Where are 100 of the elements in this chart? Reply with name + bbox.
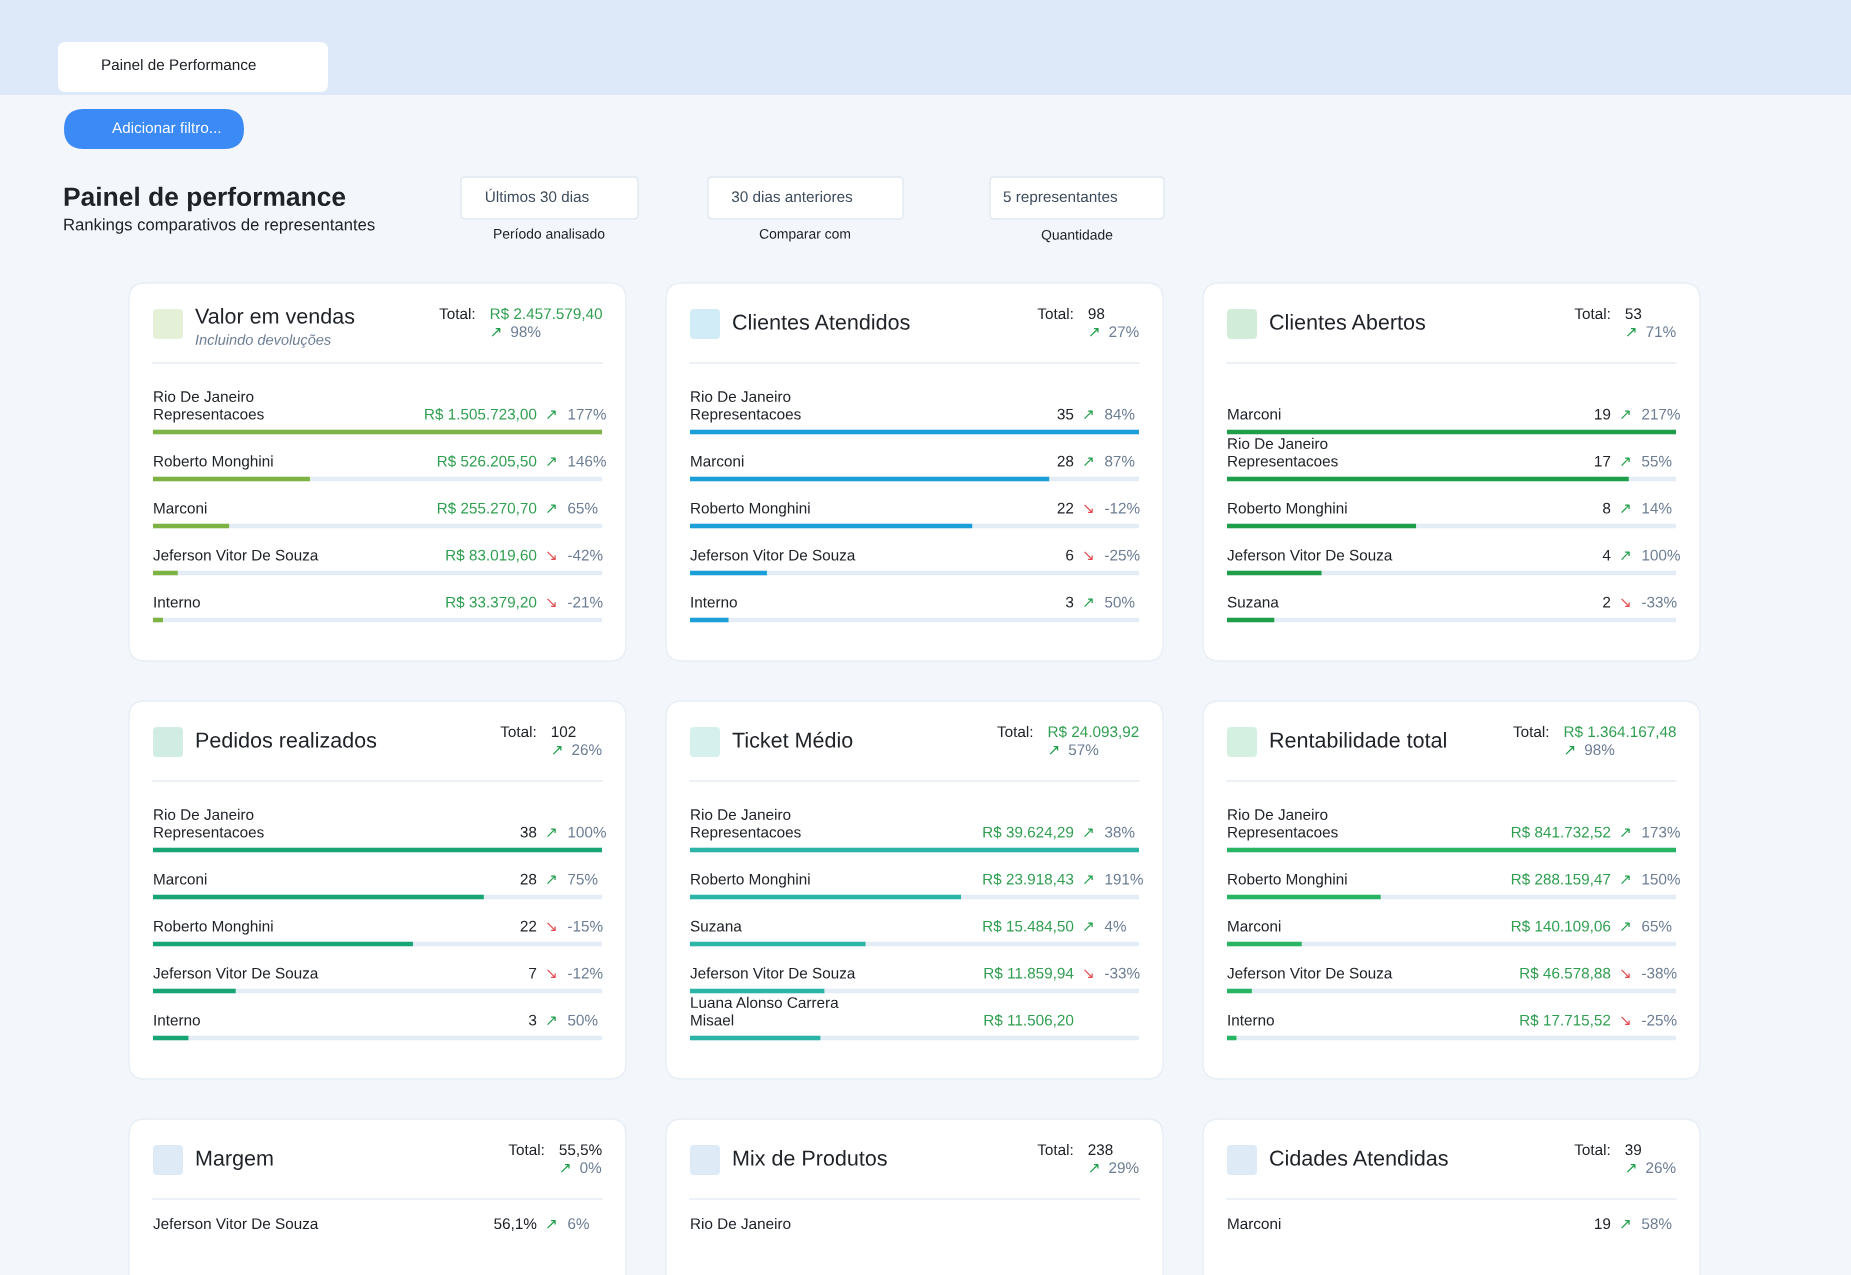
text: 30 dias anteriores: [731, 190, 853, 203]
text: Rankings comparativos de representantes: [64, 218, 375, 234]
text: 98: [1088, 308, 1105, 320]
y-tick-label: Rio De Janeiro Representacoes: [1228, 808, 1338, 841]
annotation: ↘ -38%: [1621, 967, 1677, 979]
data-label: 4: [1602, 549, 1611, 561]
data-label: R$ 255.270,70: [437, 502, 537, 516]
y-tick-label: Roberto Monghini: [154, 920, 273, 935]
y-tick-label: Roberto Monghini: [1228, 502, 1347, 517]
text: ↗ 98%: [491, 326, 541, 338]
annotation: ↗ 217%: [1621, 408, 1680, 420]
data-label: R$ 39.624,29: [983, 826, 1074, 840]
chart-title: Valor em vendas: [195, 307, 355, 324]
text: Painel de Performance: [102, 58, 256, 71]
y-tick-label: Marconi: [154, 502, 207, 514]
annotation: ↗ 150%: [1621, 873, 1680, 885]
text: ↗ 57%: [1049, 744, 1099, 756]
data-label: 35: [1057, 408, 1074, 420]
text: R$ 24.093,92: [1048, 725, 1139, 739]
text: 39: [1625, 1144, 1642, 1156]
data-label: R$ 33.379,20: [446, 596, 537, 610]
text: ↗ 0%: [561, 1162, 602, 1174]
text: ↗ 26%: [1626, 1162, 1676, 1174]
data-label: R$ 23.918,43: [983, 873, 1074, 887]
annotation: ↘ -12%: [1084, 502, 1140, 514]
annotation: ↗ 177%: [547, 408, 606, 420]
text: Total:: [508, 1143, 544, 1156]
text: 238: [1088, 1144, 1113, 1156]
data-label: 28: [520, 873, 537, 885]
text: 5 representantes: [1003, 191, 1118, 206]
annotation: ↗ 50%: [1084, 596, 1135, 608]
annotation: ↘ -33%: [1084, 967, 1140, 979]
annotation: ↘ -42%: [547, 549, 603, 561]
y-tick-label: Jeferson Vitor De Souza: [153, 967, 319, 979]
data-label: R$ 17.715,52: [1520, 1014, 1611, 1028]
text: Cidades Atendidas: [1270, 1149, 1448, 1166]
annotation: ↗ 100%: [547, 826, 606, 838]
y-tick-label: Interno: [1228, 1014, 1274, 1026]
data-label: R$ 140.109,06: [1511, 920, 1611, 934]
y-tick-label: Jeferson Vitor De Souza: [1227, 967, 1393, 979]
annotation: ↘ -12%: [547, 967, 603, 979]
y-tick-label: Rio De Janeiro Representacoes: [1228, 437, 1338, 470]
data-label: 3: [1065, 596, 1074, 608]
y-tick-label: Suzana: [690, 920, 742, 932]
chart-subtitle: Incluindo devoluções: [195, 334, 331, 348]
text: ↗ 98%: [1565, 744, 1615, 756]
text: Total:: [1513, 725, 1549, 738]
y-tick-label: Rio De Janeiro Representacoes: [691, 808, 801, 841]
data-label: 17: [1595, 455, 1611, 467]
text: 102: [551, 726, 576, 738]
data-label: R$ 11.506,20: [984, 1014, 1074, 1028]
data-label: R$ 288.159,47: [1511, 873, 1611, 887]
annotation: ↗ 14%: [1621, 502, 1672, 514]
annotation: ↗ 191%: [1084, 873, 1143, 885]
y-tick-label: Suzana: [1227, 596, 1279, 608]
annotation: ↗ 50%: [547, 1014, 598, 1026]
data-label: 6: [1066, 549, 1074, 561]
text: ↗ 26%: [552, 744, 602, 756]
data-label: 38: [520, 826, 537, 838]
data-label: 2: [1603, 596, 1611, 608]
text: Total:: [439, 307, 475, 320]
text: Total:: [1574, 1143, 1610, 1156]
text: Comparar com: [759, 228, 851, 242]
text: Total:: [1037, 307, 1073, 320]
text: R$ 2.457.579,40: [490, 307, 603, 321]
data-label: R$ 11.859,94: [984, 967, 1074, 981]
text: 56,1%: [494, 1218, 537, 1231]
annotation: ↗ 100%: [1621, 549, 1680, 561]
text: 53: [1625, 308, 1642, 320]
data-label: R$ 83.019,60: [446, 549, 537, 563]
annotation: ↗ 87%: [1084, 455, 1135, 467]
y-tick-label: Jeferson Vitor De Souza: [153, 549, 319, 561]
annotation: ↗ 38%: [1084, 826, 1135, 838]
chart-title: Pedidos realizados: [196, 731, 377, 748]
text: ↗ 27%: [1090, 326, 1139, 338]
chart-title: Ticket Médio: [732, 731, 853, 748]
text: Painel de performance: [64, 186, 346, 212]
chart-title: Rentabilidade total: [1270, 731, 1446, 748]
data-label: 22: [520, 920, 537, 932]
annotation: ↗ 84%: [1084, 408, 1135, 420]
data-label: 19: [1595, 408, 1611, 420]
data-label: R$ 841.732,52: [1511, 826, 1611, 840]
text: Quantidade: [1041, 229, 1113, 243]
text: Total:: [1574, 307, 1610, 320]
annotation: ↗ 4%: [1084, 920, 1126, 932]
text: Últimos 30 dias: [485, 188, 589, 203]
y-tick-label: Jeferson Vitor De Souza: [1227, 549, 1393, 561]
annotation: ↘ -15%: [547, 920, 603, 932]
data-label: 28: [1057, 455, 1074, 467]
y-tick-label: Roberto Monghini: [691, 502, 810, 517]
annotation: ↗ 75%: [547, 873, 598, 885]
y-tick-label: Marconi: [154, 873, 207, 885]
annotation: ↗ 65%: [1621, 920, 1672, 932]
text: 55,5%: [559, 1144, 602, 1157]
chart-title: Clientes Abertos: [1270, 313, 1425, 330]
annotation: ↘ -33%: [1621, 596, 1677, 608]
text: ↗ 29%: [1089, 1162, 1139, 1174]
text: Mix de Produtos: [733, 1149, 887, 1166]
text: R$ 1.364.167,48: [1564, 725, 1676, 739]
annotation: ↗ 55%: [1621, 455, 1672, 467]
